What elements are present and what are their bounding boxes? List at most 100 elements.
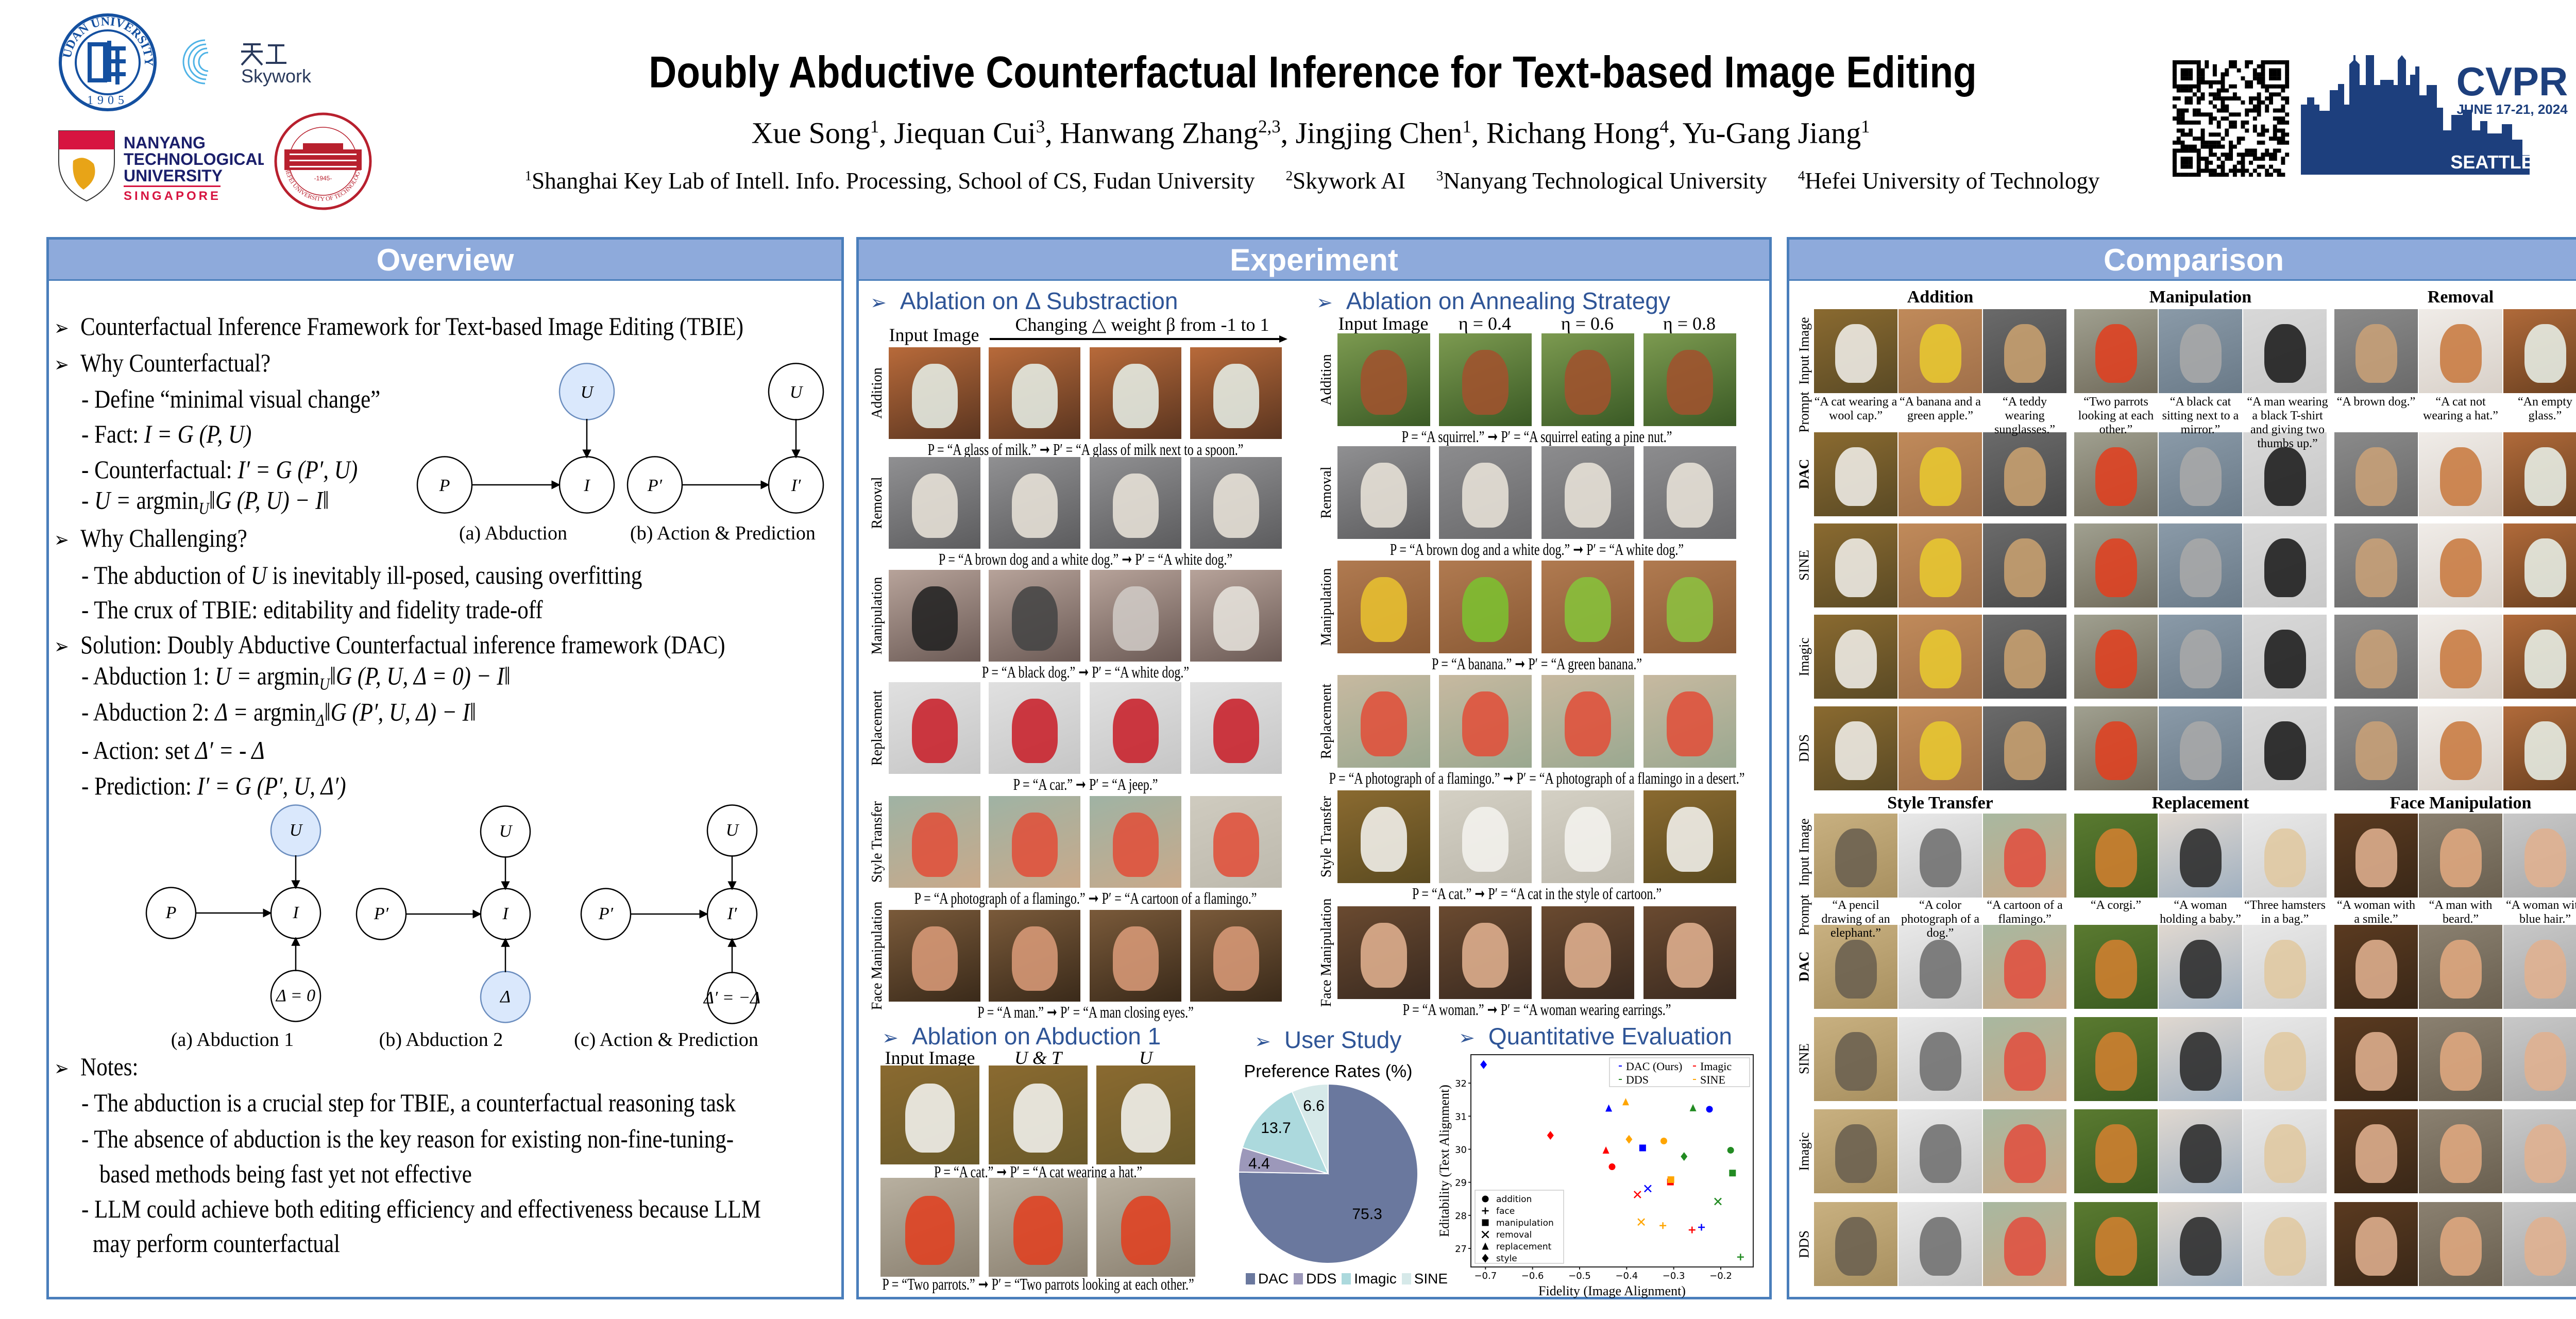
photo-subject [2524, 721, 2566, 781]
math-text: U = [94, 485, 137, 515]
svg-text:UNIVERSITY: UNIVERSITY [124, 166, 223, 185]
photo-subject [1011, 926, 1058, 991]
photo [1814, 1109, 1897, 1193]
photo [1643, 333, 1736, 426]
photo-subject [2264, 828, 2306, 888]
right-arrow-icon [990, 335, 1287, 343]
data-point [1637, 1218, 1646, 1226]
photo-subject [1361, 350, 1407, 415]
photo [1541, 675, 1634, 768]
heading-text: Ablation on Abduction 1 [911, 1023, 1161, 1050]
photo [989, 347, 1080, 439]
photo-subject [1835, 630, 1877, 689]
affiliation-mark: 1 [524, 168, 532, 183]
photo [1090, 457, 1181, 549]
photo [1190, 796, 1282, 888]
math-text: ‖G (P, U) − I‖ [209, 485, 329, 515]
legend-item: Imagic [1342, 1271, 1397, 1287]
cvpr-2024-logo: CVPR JUNE 17-21, 2024 SEATTLE, WA [2301, 55, 2574, 175]
affiliation-name: Hefei University of Technology [1805, 168, 2100, 194]
photo-subject [1667, 923, 1713, 988]
photo-subject [2004, 447, 2046, 506]
math-text: U [250, 561, 267, 589]
qr-code[interactable] [2172, 60, 2290, 177]
graph-node-label: P′ [598, 904, 614, 923]
diagram-caption: (a) Abduction [459, 522, 567, 544]
photo [1983, 706, 2066, 790]
photo [2074, 706, 2158, 790]
author-name: Xue Song [751, 116, 870, 150]
photo [1814, 814, 1897, 898]
column-label: Input Image [885, 1047, 975, 1068]
legend-item: DAC [1246, 1271, 1289, 1287]
sub-point: - Define “minimal visual change” [81, 383, 380, 414]
affiliation-name: Nanyang Technological University [1443, 168, 1767, 194]
photo-subject [1919, 447, 1961, 506]
data-point [1633, 1191, 1641, 1198]
photo-subject [2355, 1032, 2397, 1091]
photo [1096, 1066, 1195, 1164]
photo [989, 682, 1080, 774]
photo-subject [1112, 586, 1159, 651]
photo-subject [911, 813, 958, 877]
photo [2503, 309, 2576, 393]
photo-subject [1213, 474, 1259, 538]
photo-subject [2439, 324, 2482, 383]
photo-subject [1121, 1195, 1171, 1265]
photo [1190, 910, 1282, 1002]
photo [2159, 1017, 2242, 1101]
row-label: Removal [1318, 466, 1334, 519]
math-text: ‖G (P, U, Δ = 0) − I‖ [329, 661, 511, 690]
photo [1439, 675, 1532, 768]
svg-text:SEATTLE, WA: SEATTLE, WA [2450, 151, 2573, 173]
row-label: Manipulation [1318, 568, 1334, 646]
series-legend [1609, 1057, 1750, 1087]
photo [1983, 1109, 2066, 1193]
photo [2334, 925, 2418, 1009]
column-label: U & T [1014, 1047, 1062, 1068]
text: - Define “minimal visual change” [81, 384, 381, 413]
text: argmin [257, 661, 319, 690]
prompt-text: “Two parrots looking at each other.” [2078, 395, 2154, 436]
prompt-text: “A woman holding a baby.” [2160, 899, 2241, 926]
text: - Prediction: [81, 771, 197, 800]
legend-label: SINE [1414, 1271, 1448, 1287]
row-label: Replacement [1318, 683, 1334, 759]
group-title: Style Transfer [1887, 793, 1993, 813]
photo-subject [1462, 923, 1509, 988]
text: based methods being fast yet not effecti… [99, 1159, 472, 1188]
photo-subject [1919, 1124, 1961, 1183]
quantitative-scatter-plot: −0.7 −0.6 −0.5 −0.4 −0.3 −0.2 27 28 29 30 31 32 Fide… [1437, 1054, 1754, 1298]
photo [1643, 906, 1736, 999]
graph-node-label: Δ′ = −Δ [703, 988, 760, 1007]
photo-subject [1919, 324, 1961, 383]
x-tick-label: −0.7 [1474, 1271, 1497, 1281]
affiliation: 3Nanyang Technological University [1436, 168, 1767, 194]
photo [2243, 1017, 2327, 1101]
sub-point: - The crux of TBIE: editability and fide… [81, 594, 543, 625]
photo-subject [2355, 1124, 2397, 1183]
photo-subject [1565, 463, 1611, 528]
photo [1983, 309, 2066, 393]
arrow-bullet-icon: ➢ [1255, 1030, 1271, 1053]
photo-subject [1361, 807, 1407, 872]
legend-label: style [1496, 1254, 1517, 1264]
delta-ablation-heading: ➢ Ablation on Δ Substraction [870, 287, 1178, 315]
math-text: Δ [316, 711, 325, 730]
photo [1983, 615, 2066, 699]
group-title: Replacement [2151, 793, 2249, 813]
arrow-bullet-icon: ➢ [1459, 1026, 1475, 1049]
prompt-text: “A man with beard.” [2429, 899, 2493, 926]
photo [1190, 457, 1282, 549]
data-point [1667, 1176, 1674, 1183]
photo-subject [1565, 807, 1611, 872]
photo [1090, 796, 1181, 888]
legend-label: addition [1496, 1194, 1532, 1205]
photo-subject [1835, 538, 1877, 598]
photo-subject [2004, 1124, 2046, 1183]
photo-subject [1112, 699, 1159, 763]
photo [1643, 790, 1736, 883]
photo [2503, 615, 2576, 699]
photo [989, 1178, 1088, 1277]
edit-caption: P = “A woman.” ➞ P′ = “A woman wearing e… [1402, 1000, 1671, 1019]
